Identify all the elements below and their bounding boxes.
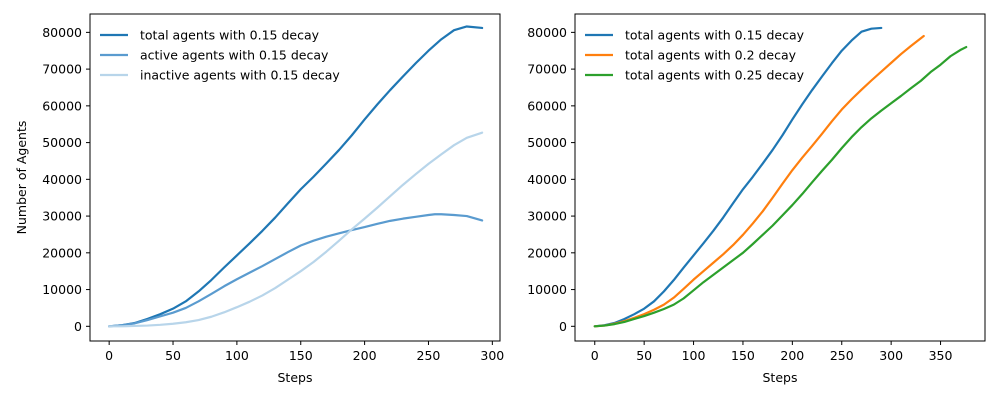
x-tick-label: 50 <box>636 348 652 363</box>
plot-frame <box>574 13 986 342</box>
y-tick-label: 30000 <box>42 209 82 224</box>
y-tick-label: 60000 <box>527 98 567 113</box>
legend: total agents with 0.15 decay active agent… <box>100 28 340 83</box>
y-tick-label: 10000 <box>527 282 567 297</box>
x-tick-label: 100 <box>225 348 249 363</box>
y-tick-label: 40000 <box>527 172 567 187</box>
x-tick-label: 200 <box>780 348 804 363</box>
series-line-0 <box>108 25 484 328</box>
x-tick-label: 150 <box>731 348 755 363</box>
x-tick-label: 50 <box>165 348 181 363</box>
series-line-1 <box>593 34 925 328</box>
x-axis-label: Steps <box>278 370 313 385</box>
right-chart-panel: 0 50 100 150 200 250 300 350 0 10000 20000 30000 400… <box>527 13 986 385</box>
y-tick-label: 70000 <box>42 62 82 77</box>
y-tick-label: 0 <box>559 319 567 334</box>
x-tick-label: 250 <box>830 348 854 363</box>
x-tick-label: 100 <box>682 348 706 363</box>
y-tick-label: 30000 <box>527 209 567 224</box>
series-line-2 <box>593 45 968 328</box>
y-tick-label: 80000 <box>42 25 82 40</box>
series-line-1 <box>108 213 484 328</box>
x-tick-label: 0 <box>105 348 113 363</box>
y-tick-label: 50000 <box>527 135 567 150</box>
y-tick-label: 50000 <box>42 135 82 150</box>
legend-label: total agents with 0.15 decay <box>140 28 320 43</box>
legend-label: total agents with 0.2 decay <box>625 48 797 63</box>
y-tick-label: 20000 <box>527 245 567 260</box>
legend-label: total agents with 0.15 decay <box>625 28 805 43</box>
x-tick-label: 350 <box>929 348 953 363</box>
x-tick-label: 0 <box>591 348 599 363</box>
x-tick-label: 300 <box>480 348 504 363</box>
legend-label: inactive agents with 0.15 decay <box>140 68 340 83</box>
y-tick-label: 10000 <box>42 282 82 297</box>
y-tick-label: 0 <box>74 319 82 334</box>
y-axis-label: Number of Agents <box>14 121 29 235</box>
y-tick-label: 20000 <box>42 245 82 260</box>
x-axis-label: Steps <box>763 370 798 385</box>
x-tick-label: 300 <box>879 348 903 363</box>
series-line-2 <box>108 131 484 328</box>
y-tick-label: 40000 <box>42 172 82 187</box>
legend-label: total agents with 0.25 decay <box>625 68 805 83</box>
legend-label: active agents with 0.15 decay <box>140 48 329 63</box>
series-line-0 <box>593 26 883 328</box>
y-tick-label: 70000 <box>527 62 567 77</box>
left-chart-panel: 0 50 100 150 200 250 300 0 10000 20000 30000 40000 5… <box>14 13 504 385</box>
y-tick-label: 80000 <box>527 25 567 40</box>
y-tick-label: 60000 <box>42 98 82 113</box>
x-tick-label: 250 <box>417 348 441 363</box>
legend: total agents with 0.15 decay total agents… <box>585 28 805 83</box>
plot-frame <box>89 13 501 342</box>
x-tick-label: 150 <box>289 348 313 363</box>
x-tick-label: 200 <box>353 348 377 363</box>
